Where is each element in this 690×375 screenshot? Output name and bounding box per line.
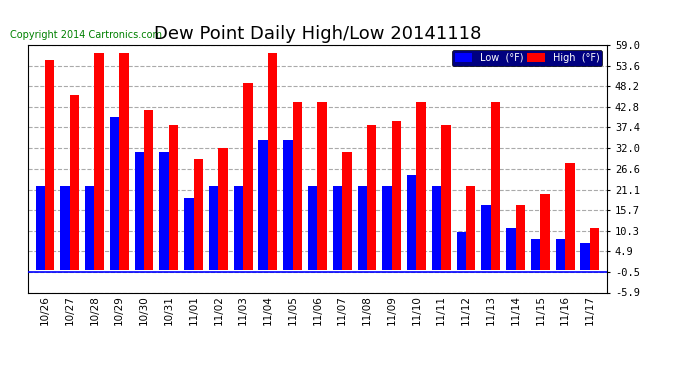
Bar: [268, 53, 277, 270]
Bar: [308, 186, 317, 270]
Bar: [85, 186, 95, 270]
Bar: [110, 117, 119, 270]
Bar: [432, 186, 441, 270]
Bar: [209, 186, 218, 270]
Bar: [317, 102, 327, 270]
Bar: [531, 240, 540, 270]
Bar: [482, 205, 491, 270]
Bar: [169, 125, 178, 270]
Bar: [243, 83, 253, 270]
Bar: [184, 198, 194, 270]
Bar: [35, 186, 45, 270]
Bar: [60, 186, 70, 270]
Bar: [590, 228, 600, 270]
Bar: [580, 243, 590, 270]
Bar: [159, 152, 169, 270]
Bar: [417, 102, 426, 270]
Bar: [515, 205, 525, 270]
Legend: Low  (°F), High  (°F): Low (°F), High (°F): [452, 50, 602, 66]
Bar: [135, 152, 144, 270]
Bar: [95, 53, 104, 270]
Bar: [392, 121, 401, 270]
Bar: [119, 53, 128, 270]
Bar: [218, 148, 228, 270]
Bar: [234, 186, 243, 270]
Bar: [259, 140, 268, 270]
Bar: [293, 102, 302, 270]
Bar: [555, 240, 565, 270]
Bar: [491, 102, 500, 270]
Bar: [342, 152, 352, 270]
Bar: [144, 110, 153, 270]
Bar: [565, 163, 575, 270]
Bar: [357, 186, 367, 270]
Bar: [441, 125, 451, 270]
Bar: [540, 194, 550, 270]
Bar: [466, 186, 475, 270]
Bar: [194, 159, 203, 270]
Bar: [457, 232, 466, 270]
Bar: [70, 94, 79, 270]
Bar: [382, 186, 392, 270]
Bar: [506, 228, 515, 270]
Bar: [407, 175, 417, 270]
Bar: [45, 60, 55, 270]
Bar: [367, 125, 376, 270]
Text: Copyright 2014 Cartronics.com: Copyright 2014 Cartronics.com: [10, 30, 162, 40]
Title: Dew Point Daily High/Low 20141118: Dew Point Daily High/Low 20141118: [154, 26, 481, 44]
Bar: [333, 186, 342, 270]
Bar: [283, 140, 293, 270]
